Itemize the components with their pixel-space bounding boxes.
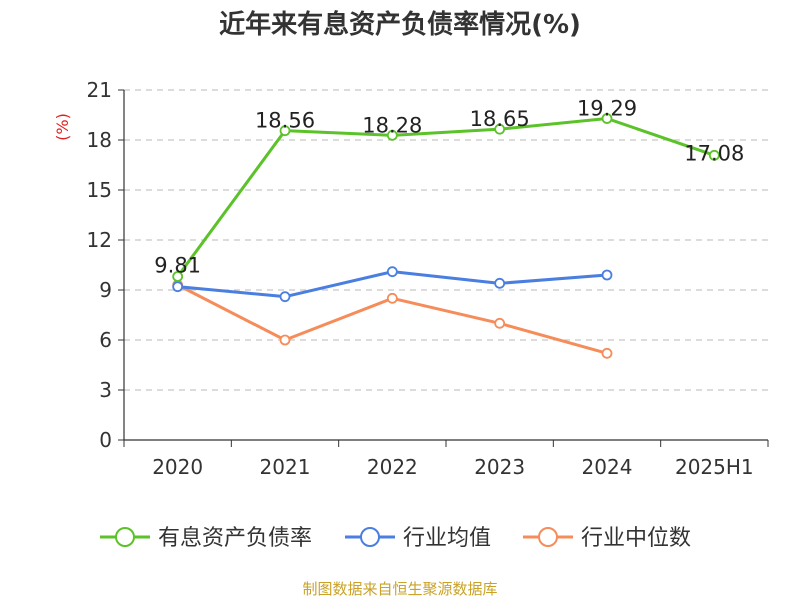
y-tick-label: 12	[87, 228, 112, 252]
data-label: 18.65	[470, 107, 530, 131]
y-tick-label: 15	[87, 178, 112, 202]
x-tick-label: 2020	[152, 455, 203, 479]
series-point	[386, 292, 398, 304]
x-tick-label: 2022	[367, 455, 418, 479]
data-label: 19.29	[577, 97, 637, 121]
y-tick-label: 3	[99, 378, 112, 402]
y-tick-label: 21	[87, 78, 112, 102]
series-point	[386, 266, 398, 278]
series-line	[176, 117, 716, 278]
source-note: 制图数据来自恒生聚源数据库	[302, 580, 498, 598]
series-point	[386, 129, 398, 141]
legend-swatch-marker	[360, 527, 380, 547]
series-point	[601, 113, 613, 124]
data-labels: 9.81 18.56 18.28 18.65 19.29 17.08	[154, 97, 744, 278]
series-point	[494, 317, 506, 329]
x-tick-label: 2024	[582, 455, 633, 479]
x-tick-label: 2025H1	[675, 455, 754, 479]
series-point	[708, 149, 720, 161]
series-point	[494, 123, 506, 135]
data-label: 18.56	[255, 109, 315, 133]
series-point	[279, 291, 291, 303]
y-tick-label: 0	[99, 428, 112, 452]
series-point	[494, 277, 506, 289]
legend-swatch-marker	[115, 527, 135, 547]
y-tick-label: 6	[99, 328, 112, 352]
y-tick-label: 18	[87, 128, 112, 152]
legend-item: 行业均值	[345, 526, 491, 551]
series-point	[279, 334, 291, 346]
data-label: 9.81	[154, 254, 201, 278]
legend-swatch-marker	[538, 527, 558, 547]
series-lines	[172, 113, 720, 359]
x-tick-label: 2023	[474, 455, 525, 479]
axes: 0 3 6 9 12 15 18 21 (%) 2020 2021 2022 2023 2024 2025H…	[53, 78, 769, 479]
grid-lines	[124, 89, 768, 391]
series-point	[172, 271, 184, 282]
series-point	[279, 125, 291, 137]
y-axis-title: (%)	[53, 113, 72, 141]
legend-item: 有息资产负债率	[100, 526, 312, 551]
legend: 有息资产负债率 行业均值 行业中位数	[100, 526, 691, 551]
legend-label: 行业中位数	[581, 526, 691, 551]
series-point	[601, 269, 613, 281]
legend-label: 行业均值	[403, 526, 491, 551]
y-tick-label: 9	[99, 278, 112, 302]
legend-label: 有息资产负债率	[158, 526, 312, 551]
chart-title: 近年来有息资产负债率情况(%)	[219, 10, 581, 40]
legend-item: 行业中位数	[523, 526, 691, 551]
series-point	[172, 281, 184, 293]
series-point	[601, 347, 613, 359]
x-tick-label: 2021	[260, 455, 311, 479]
data-label: 18.28	[362, 113, 422, 137]
data-label: 17.08	[684, 141, 744, 165]
